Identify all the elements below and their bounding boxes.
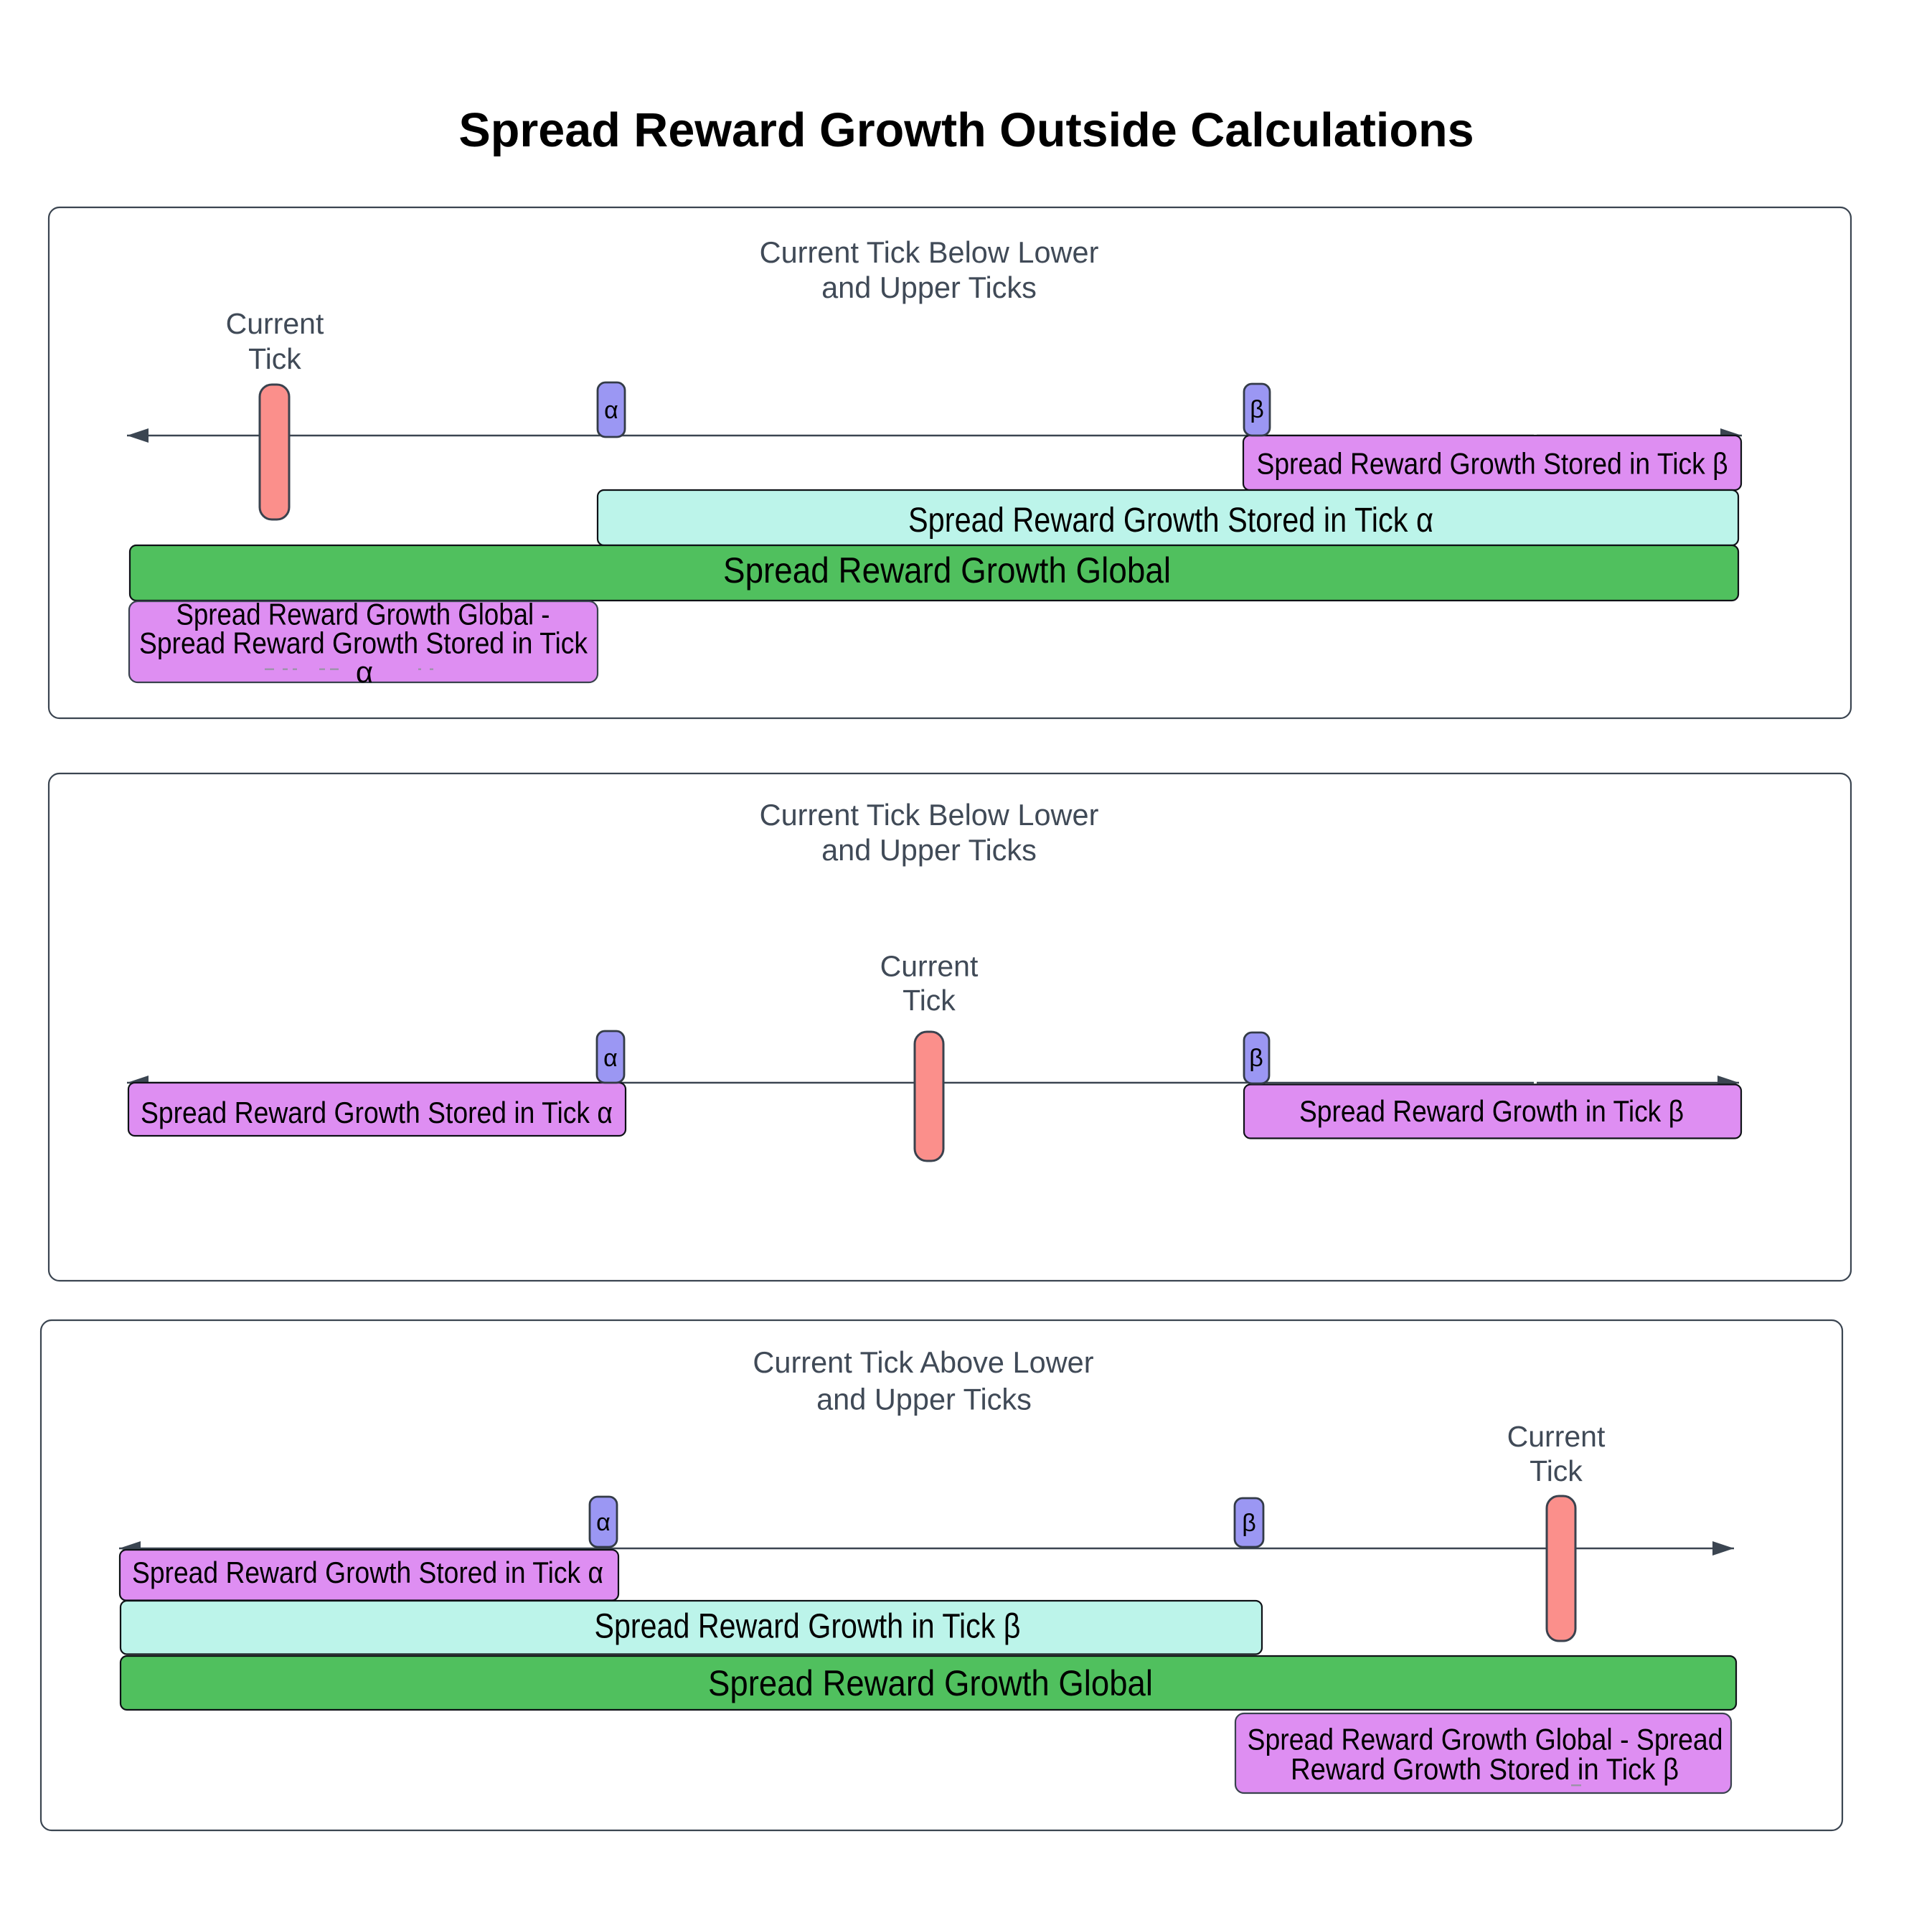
svg-text:β: β (1250, 396, 1264, 423)
svg-text:β: β (1242, 1510, 1256, 1537)
svg-text:Tick: Tick (903, 984, 956, 1017)
svg-text:Spread Reward Growth Outside C: Spread Reward Growth Outside Calculation… (458, 104, 1474, 157)
svg-text:α: α (604, 397, 618, 424)
svg-text:β: β (1249, 1045, 1263, 1072)
svg-text:Spread Reward Growth Stored in: Spread Reward Growth Stored in Tick (139, 626, 588, 659)
svg-text:α: α (603, 1045, 618, 1072)
svg-text:Current Tick Below Lower: Current Tick Below Lower (760, 235, 1099, 269)
svg-text:α: α (356, 655, 373, 689)
svg-text:α: α (596, 1509, 611, 1536)
svg-text:Spread Reward Growth in Tick β: Spread Reward Growth in Tick β (595, 1608, 1021, 1646)
svg-text:and Upper Ticks: and Upper Ticks (821, 270, 1037, 304)
svg-text:Spread Reward Growth Global -: Spread Reward Growth Global - Spread (1248, 1723, 1723, 1756)
svg-text:Current Tick Below Lower: Current Tick Below Lower (760, 798, 1099, 832)
svg-text:Spread Reward Growth Global: Spread Reward Growth Global (708, 1663, 1153, 1703)
svg-text:Spread Reward Growth Global: Spread Reward Growth Global (723, 550, 1171, 591)
svg-text:Spread Reward Growth Stored in: Spread Reward Growth Stored in Tick α (141, 1096, 613, 1129)
svg-text:Spread Reward Growth Stored in: Spread Reward Growth Stored in Tick β (1257, 447, 1728, 481)
svg-text:and Upper Ticks: and Upper Ticks (821, 833, 1037, 867)
svg-text:Tick: Tick (248, 342, 301, 375)
svg-text:Spread Reward Growth Stored in: Spread Reward Growth Stored in Tick α (132, 1556, 603, 1589)
svg-text:Current: Current (226, 307, 324, 340)
svg-text:Spread Reward Growth Stored in: Spread Reward Growth Stored in Tick α (908, 502, 1433, 540)
svg-text:Spread Reward Growth Global -: Spread Reward Growth Global - (176, 598, 550, 631)
svg-text:Spread Reward Growth in Tick β: Spread Reward Growth in Tick β (1299, 1094, 1684, 1128)
svg-text:Current: Current (1507, 1420, 1606, 1453)
svg-text:Tick: Tick (1530, 1454, 1583, 1487)
svg-text:Reward Growth Stored in Tick β: Reward Growth Stored in Tick β (1291, 1752, 1679, 1786)
svg-text:Current: Current (880, 950, 979, 983)
svg-text:Current Tick Above Lower: Current Tick Above Lower (753, 1345, 1093, 1379)
svg-text:and Upper Ticks: and Upper Ticks (816, 1383, 1032, 1416)
